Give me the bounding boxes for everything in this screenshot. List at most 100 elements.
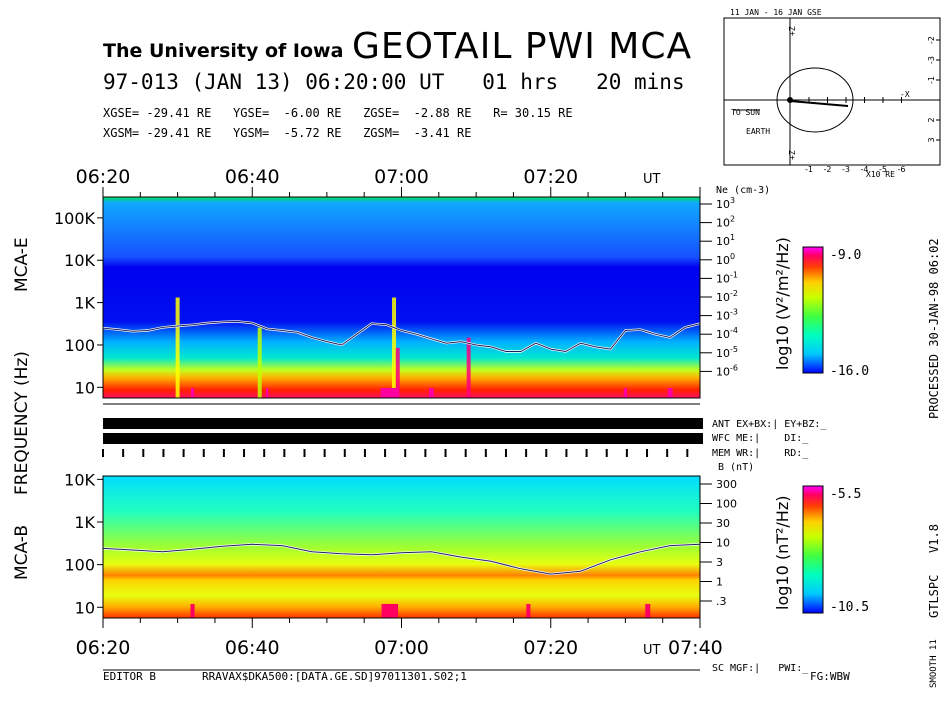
orbit-xlabel: -X xyxy=(900,90,910,99)
orbit-earth: EARTH xyxy=(746,127,771,136)
ne-tick-label: 10-3 xyxy=(716,308,738,323)
mca-b-intense-patch xyxy=(190,604,195,618)
mca-b-intense-patch xyxy=(381,604,392,618)
ne-tick-label: 102 xyxy=(716,215,735,230)
footer-fg: FG:WBW xyxy=(810,670,850,683)
colorbar-b-min: -10.5 xyxy=(830,600,870,615)
orbit-xtick-label: -2 xyxy=(824,165,832,174)
mca-b-intense-patch xyxy=(645,604,651,618)
b-freq-tick-label: 1K xyxy=(74,513,95,532)
position-gse: XGSE= -29.41 RE YGSE= -6.00 RE ZGSE= -2.… xyxy=(103,106,573,120)
software-version: GTLSPC V1.8 xyxy=(927,524,941,618)
mca-e-burst xyxy=(392,297,397,398)
ne-tick-label: 10-1 xyxy=(716,270,738,285)
bottom-time-axis-label: 07:20 xyxy=(523,637,578,659)
top-time-axis-label: 06:40 xyxy=(225,166,280,188)
position-gsm: XGSM= -29.41 RE YGSM= -5.72 RE ZGSM= -3.… xyxy=(103,126,472,140)
mca-e-intense-patch xyxy=(428,388,434,398)
mca-e-burst xyxy=(175,297,180,398)
footer-path: RRAVAX$DKA500:[DATA.GE.SD]97011301.S02;1 xyxy=(202,670,467,683)
mca-e-burst xyxy=(395,347,400,398)
university-title: The University of Iowa xyxy=(103,40,344,62)
colorbar-b-max: -5.5 xyxy=(830,487,862,502)
orbit-xtick-label: -1 xyxy=(805,165,813,174)
orbit-xtick-label: -6 xyxy=(898,165,906,174)
bottom-time-axis-unit: UT xyxy=(643,643,661,658)
time-range: 97-013 (JAN 13) 06:20:00 UT 01 hrs 20 mi… xyxy=(103,70,685,94)
smooth-label: SMOOTH 11 xyxy=(929,639,939,688)
ne-axis-label: Ne (cm-3) xyxy=(716,185,771,196)
b-tick-label: 1 xyxy=(716,576,723,589)
colorbar-e-max: -9.0 xyxy=(830,248,862,263)
bottom-time-axis-label: 06:40 xyxy=(225,637,280,659)
mca-e-label: MCA-E xyxy=(12,237,32,292)
mca-e-intense-patch xyxy=(623,388,627,398)
b-freq-tick-label: 10K xyxy=(64,470,95,489)
orbit-path xyxy=(776,67,854,133)
top-time-axis-label: 06:20 xyxy=(76,166,131,188)
top-time-axis-label: 07:00 xyxy=(374,166,429,188)
b-tick-label: 10 xyxy=(716,537,730,550)
orbit-xunit: X10 RE xyxy=(866,170,895,179)
ne-tick-label: 100 xyxy=(716,252,735,267)
mca-b-intense-patch xyxy=(390,604,399,618)
colorbar-e-unit: log10 (V²/m²/Hz) xyxy=(773,237,792,370)
ant-status-bar xyxy=(103,418,703,429)
b-tick-label: 100 xyxy=(716,498,737,511)
b-tick-label: .3 xyxy=(716,595,727,608)
mca-e-intense-patch xyxy=(265,388,269,398)
orbit-current-segment xyxy=(789,100,849,107)
orbit-ytick-label: 2 xyxy=(927,117,936,122)
bottom-time-end: 07:40 xyxy=(668,637,723,659)
b-freq-tick-label: 100 xyxy=(64,556,95,575)
mca-b-label: MCA-B xyxy=(12,525,32,580)
orbit-ytick-label: -2 xyxy=(927,36,936,44)
orbit-earth-dot xyxy=(787,97,793,103)
mca-e-intense-patch xyxy=(389,388,399,398)
footer-editor: EDITOR B xyxy=(103,670,156,683)
orbit-ytick-label: 3 xyxy=(927,137,936,142)
mca-e-burst xyxy=(257,327,262,398)
mca-e-ne-line xyxy=(102,320,701,353)
colorbar-b-unit: log10 (nT²/Hz) xyxy=(773,495,792,610)
orbit-ytick-label: -3 xyxy=(927,56,936,64)
page-title: GEOTAIL PWI MCA xyxy=(352,26,693,67)
e-freq-tick-label: 10 xyxy=(75,378,95,397)
ne-tick-label: 101 xyxy=(716,233,735,248)
mca-e-intense-patch xyxy=(190,388,195,398)
orbit-ylabel-bottom: +Z xyxy=(788,150,797,160)
ne-tick-label: 10-5 xyxy=(716,345,738,360)
colorbar-e-min: -16.0 xyxy=(830,364,870,379)
b-tick-label: 30 xyxy=(716,517,730,530)
mca-b-spectrogram xyxy=(103,476,700,618)
status-ant: ANT EX+BX:| EY+BZ:_ xyxy=(712,419,827,430)
b-tick-label: 3 xyxy=(716,556,723,569)
b-tick-label: 300 xyxy=(716,478,737,491)
orbit-title: 11 JAN - 16 JAN GSE xyxy=(730,8,822,17)
mca-b-intense-patch xyxy=(526,604,531,618)
b-axis-label: B (nT) xyxy=(718,462,755,473)
colorbar-b xyxy=(802,485,824,614)
ne-tick-label: 103 xyxy=(716,196,735,211)
ne-tick-label: 10-4 xyxy=(716,326,738,341)
mca-e-intense-patch xyxy=(667,388,673,398)
mca-e-burst xyxy=(466,337,471,398)
mca-b-fce-line xyxy=(102,543,701,575)
ne-tick-label: 10-6 xyxy=(716,363,738,378)
b-freq-tick-label: 10 xyxy=(75,598,95,617)
orbit-xtick-label: -5 xyxy=(879,165,887,174)
mca-e-spectrogram xyxy=(103,197,700,398)
e-freq-tick-label: 1K xyxy=(74,294,95,313)
top-time-axis-unit: UT xyxy=(643,172,661,187)
orbit-to-sun: TO SUN xyxy=(731,108,760,117)
colorbar-e xyxy=(802,246,824,374)
orbit-ylabel-top: +Z xyxy=(788,26,797,36)
ne-tick-label: 10-2 xyxy=(716,289,738,304)
e-freq-tick-label: 10K xyxy=(64,251,95,270)
status-sc: SC MGF:| PWI:_ xyxy=(712,663,809,674)
e-freq-tick-label: 100 xyxy=(64,336,95,355)
bottom-time-axis-label: 06:20 xyxy=(76,637,131,659)
mca-e-intense-patch xyxy=(380,388,393,398)
orbit-frame xyxy=(723,17,941,166)
